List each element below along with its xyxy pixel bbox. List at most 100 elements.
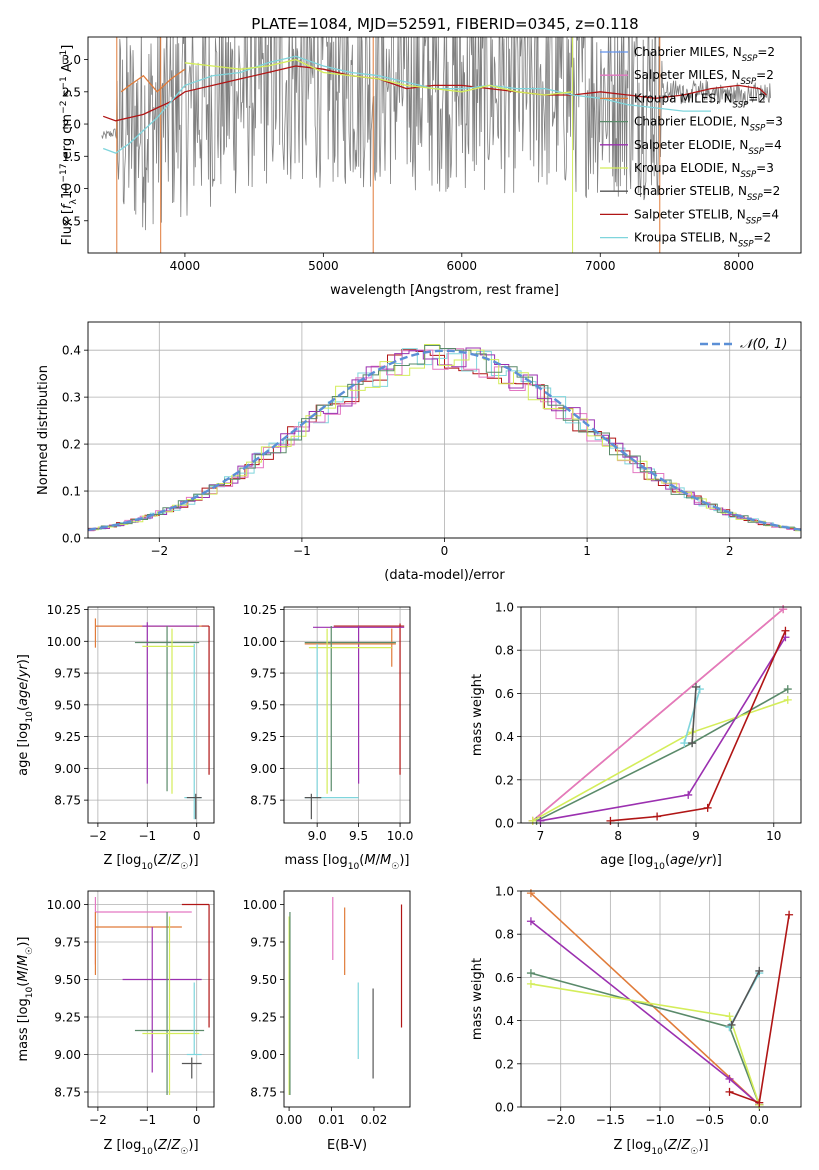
weight-vs-Z-xtick-label: −2.0 [546, 1113, 575, 1127]
weight-vs-age-xtick-label: 9 [692, 829, 700, 843]
residuals-ytick-label: 0.1 [62, 485, 81, 499]
weight-point-marker [781, 626, 790, 635]
weight-point-marker [783, 695, 792, 704]
weight-vs-age-ytick-label: 1.0 [495, 601, 514, 615]
weight-series-line [683, 688, 701, 744]
age-vs-mass-ytick-label: 9.00 [250, 762, 277, 776]
spectrum-ytick-label: 3.0 [62, 53, 81, 67]
mass-z-y-axis-label: mass [log10(M/M☉)] [16, 937, 35, 1062]
weight-vs-Z-ytick-label: 0.0 [495, 1101, 514, 1115]
legend-label: Kroupa ELODIE, NSSP=3 [634, 161, 774, 180]
weight-vs-Z-xtick-label: 0.0 [750, 1113, 769, 1127]
weight-point-marker [727, 1020, 736, 1029]
weight-point-marker [536, 816, 545, 825]
weight-point-marker [692, 682, 700, 691]
mass-vs-EBV-xtick-label: 0.01 [318, 1113, 345, 1127]
spectrum-xtick-label: 4000 [170, 259, 201, 273]
normal-reference-curve [88, 349, 801, 531]
mass-vs-EBV-ytick-label: 9.25 [250, 1011, 277, 1025]
weight-series-line [691, 686, 697, 744]
spectrum-x-axis-label: wavelength [Angstrom, rest frame] [330, 283, 559, 298]
weight-series-line [532, 699, 789, 822]
spectrum-xtick-label: 6000 [447, 259, 478, 273]
legend-label: 𝒩(0, 1) [740, 337, 787, 352]
mass-vs-Z-ytick-label: 10.00 [47, 898, 81, 912]
mass-vs-EBV-ytick-label: 10.00 [243, 898, 277, 912]
age-vs-mass-xtick-label: 9.5 [349, 829, 368, 843]
weight-point-marker [653, 812, 662, 821]
histogram-step-line [88, 345, 801, 531]
weight-point-marker [688, 739, 697, 748]
age-vs-mass-ytick-label: 9.75 [250, 667, 277, 681]
spectrum-y-axis-label: Flux [fλ10−17 erg cm−2 s−1 A−1] [59, 45, 79, 246]
mass-vs-EBV-ytick-label: 9.75 [250, 936, 277, 950]
residuals-x-axis-label: (data-model)/error [384, 568, 505, 583]
legend-label: Chabrier STELIB, NSSP=2 [634, 184, 780, 203]
age-mass-x-axis-label: mass [log10(M/M☉)] [285, 853, 410, 872]
mass-vs-Z-xtick-label: −2 [89, 1113, 107, 1127]
mass-vs-Z-frame [87, 890, 215, 1108]
residuals-ytick-label: 0.2 [62, 438, 81, 452]
spectrum-ytick-label: 0.5 [62, 214, 81, 228]
mass-vs-EBV-ytick-label: 8.75 [250, 1086, 277, 1100]
spectrum-xtick-label: 5000 [308, 259, 339, 273]
age-vs-Z-frame [87, 606, 215, 824]
weight-vs-age-ytick-label: 0.6 [495, 687, 514, 701]
weight-point-marker [755, 1098, 764, 1107]
age-vs-mass-frame [283, 606, 411, 824]
weight-point-marker [785, 910, 794, 919]
weight-series-line [530, 920, 760, 1106]
legend-label: Kroupa STELIB, NSSP=2 [634, 231, 771, 250]
age-vs-mass-ytick-label: 10.00 [243, 635, 277, 649]
weight-vs-Z-xtick-label: −0.5 [695, 1113, 724, 1127]
age-vs-Z-xtick-label: −1 [138, 829, 156, 843]
weight-vs-age-frame [520, 606, 802, 824]
weight-vs-Z-frame [520, 890, 802, 1108]
spectrum-frame [87, 36, 802, 254]
age-vs-Z-xtick-label: 0 [193, 829, 201, 843]
legend-label: Kroupa MILES, NSSP=2 [634, 91, 766, 110]
age-z-y-axis-label: age [log10(age/yr)] [16, 654, 35, 776]
weight-point-marker [606, 816, 615, 825]
age-vs-mass-xtick-label: 10.0 [387, 829, 414, 843]
mass-z-x-axis-label: Z [log10(Z/Z☉)] [103, 1138, 198, 1157]
spectrum-ytick-label: 1.0 [62, 182, 81, 196]
weight-point-marker [526, 979, 535, 988]
mass-vs-Z-ytick-label: 9.25 [54, 1011, 81, 1025]
weight-point-marker [725, 1074, 734, 1083]
weight-vs-Z-ytick-label: 0.6 [495, 971, 514, 985]
weight-series-line [530, 983, 761, 1106]
weight-point-marker [703, 803, 712, 812]
weight-vs-Z-ytick-label: 0.4 [495, 1014, 514, 1028]
mass-vs-Z-ytick-label: 9.50 [54, 973, 81, 987]
weight-vs-Z-xtick-label: −1.0 [645, 1113, 674, 1127]
weight-point-marker [528, 816, 537, 825]
mass-vs-EBV-xtick-label: 0.02 [361, 1113, 388, 1127]
legend-label: Salpeter MILES, NSSP=2 [634, 68, 774, 87]
legend-label: Chabrier ELODIE, NSSP=3 [634, 115, 783, 134]
spectrum-plot-area [101, 37, 771, 253]
residuals-xtick-label: 1 [583, 544, 591, 558]
weight-vs-age-ytick-label: 0.8 [495, 644, 514, 658]
residuals-frame [87, 321, 802, 539]
mass-vs-EBV-ytick-label: 9.00 [250, 1048, 277, 1062]
mass-vs-EBV-frame [283, 890, 411, 1108]
weight-series-line [530, 892, 760, 1106]
residuals-ytick-label: 0.3 [62, 391, 81, 405]
weight-vs-Z-xtick-label: −1.5 [596, 1113, 625, 1127]
weight-vs-age-xtick-label: 7 [537, 829, 545, 843]
age-vs-Z-ytick-label: 9.25 [54, 730, 81, 744]
weight-point-marker [783, 685, 792, 694]
weight-vs-age-ytick-label: 0.4 [495, 730, 514, 744]
spectrum-model-line [120, 68, 186, 93]
age-vs-Z-ytick-label: 10.25 [47, 603, 81, 617]
spectrum-model-line [102, 55, 711, 154]
spectrum-ytick-label: 2.0 [62, 118, 81, 132]
spectrum-model-line [102, 65, 767, 122]
spectrum-ytick-label: 1.5 [62, 150, 81, 164]
weight-vs-Z-ytick-label: 0.8 [495, 928, 514, 942]
spectrum-xtick-label: 7000 [585, 259, 616, 273]
weight-vs-Z-ytick-label: 1.0 [495, 885, 514, 899]
weight-age-y-axis-label: mass weight [470, 674, 485, 756]
age-vs-mass-xtick-label: 9.0 [308, 829, 327, 843]
